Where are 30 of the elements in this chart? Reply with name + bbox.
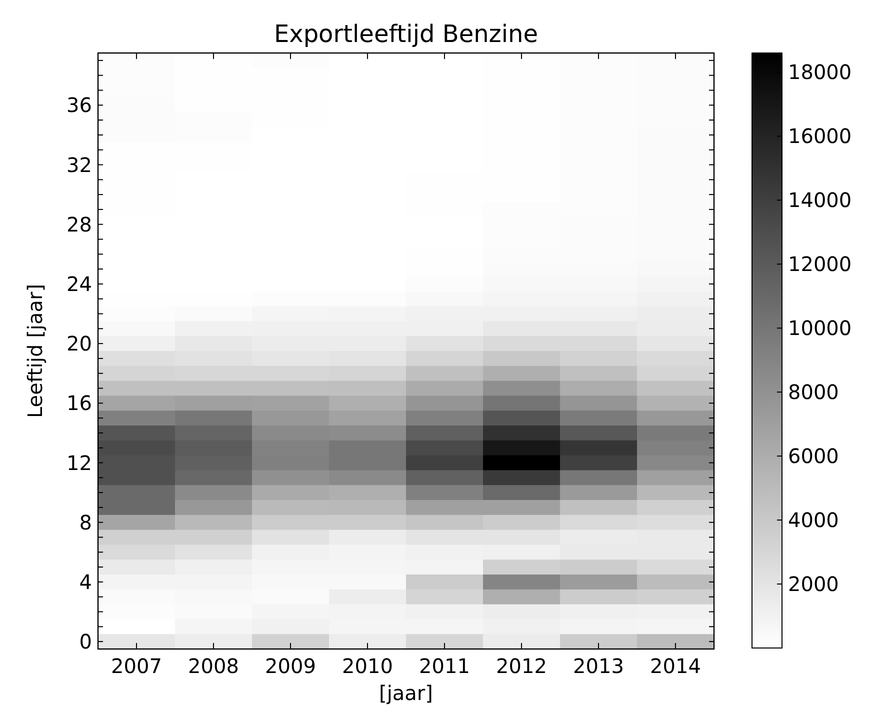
x-tick-label: 2013 [573,654,624,678]
chart-title: Exportleeftijd Benzine [274,20,538,48]
color-bar-label: 10000 [788,316,852,340]
color-bar-label: 2000 [788,572,839,596]
color-bar-label: 14000 [788,188,852,212]
x-tick-label: 2011 [419,654,470,678]
y-tick-label: 24 [66,272,92,296]
y-tick-label: 16 [66,391,92,416]
y-tick-label: 4 [79,570,92,594]
x-tick-label: 2007 [111,654,162,678]
y-axis-title: Leeftijd [jaar] [23,284,47,418]
color-bar-label: 18000 [788,60,852,84]
x-tick-label: 2010 [342,654,393,678]
y-tick-label: 20 [66,332,92,356]
x-tick-label: 2014 [650,654,701,678]
color-bar-label: 16000 [788,124,852,148]
y-tick-label: 32 [66,152,92,177]
color-bar-label: 4000 [788,508,839,532]
y-tick-label: 8 [79,510,92,534]
x-axis-title: [jaar] [379,681,433,705]
color-bar-label: 8000 [788,380,839,404]
x-tick-label: 2009 [265,654,316,678]
y-tick-label: 0 [79,630,92,654]
color-bar-label: 12000 [788,252,852,276]
color-bar-label: 6000 [788,444,839,468]
x-tick-label: 2008 [188,654,239,678]
y-tick-label: 36 [66,93,92,118]
x-tick-label: 2012 [496,654,547,678]
y-tick-label: 28 [66,212,92,236]
y-tick-label: 12 [66,450,92,475]
